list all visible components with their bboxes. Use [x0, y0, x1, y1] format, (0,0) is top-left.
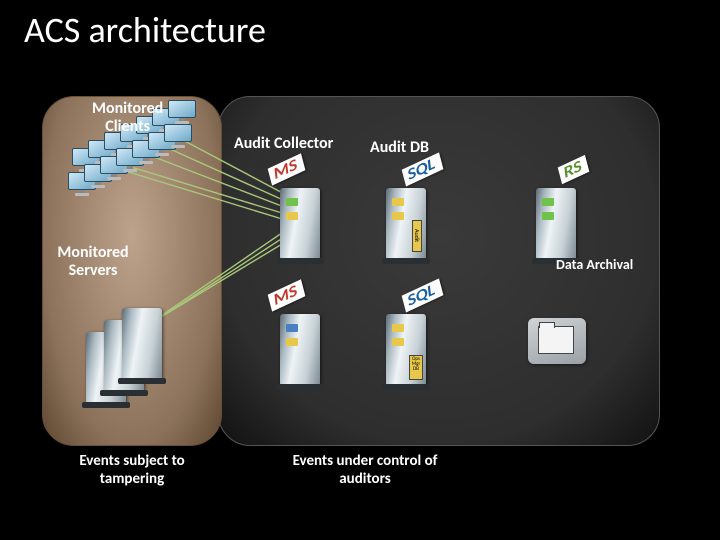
auditor-server-icon: OpsMgrDB	[386, 314, 426, 386]
label-monitored-clients: MonitoredClients	[92, 100, 163, 137]
archive-box	[528, 318, 586, 364]
auditor-server-icon	[280, 314, 320, 386]
monitored-server-icon	[122, 308, 162, 380]
auditor-server-icon	[280, 188, 320, 260]
opsdb-cartridge-icon: OpsMgrDB	[409, 355, 423, 380]
label-footer-right: Events under control ofauditors	[250, 452, 480, 488]
auditor-server-icon: Audit	[386, 188, 426, 260]
label-audit-db: Audit DB	[370, 138, 429, 157]
folder-icon	[538, 326, 574, 354]
label-audit-collector: Audit Collector	[234, 134, 333, 153]
auditor-server-icon	[536, 188, 576, 260]
label-footer-left: Events subject totampering	[52, 452, 212, 488]
client-monitor-icon	[164, 124, 192, 148]
audit-cartridge-icon: Audit	[412, 220, 422, 252]
label-data-archival: Data Archival	[556, 256, 633, 273]
label-monitored-servers: MonitoredServers	[38, 244, 148, 281]
client-monitor-icon	[168, 100, 196, 124]
page-title: ACS architecture	[24, 8, 266, 52]
